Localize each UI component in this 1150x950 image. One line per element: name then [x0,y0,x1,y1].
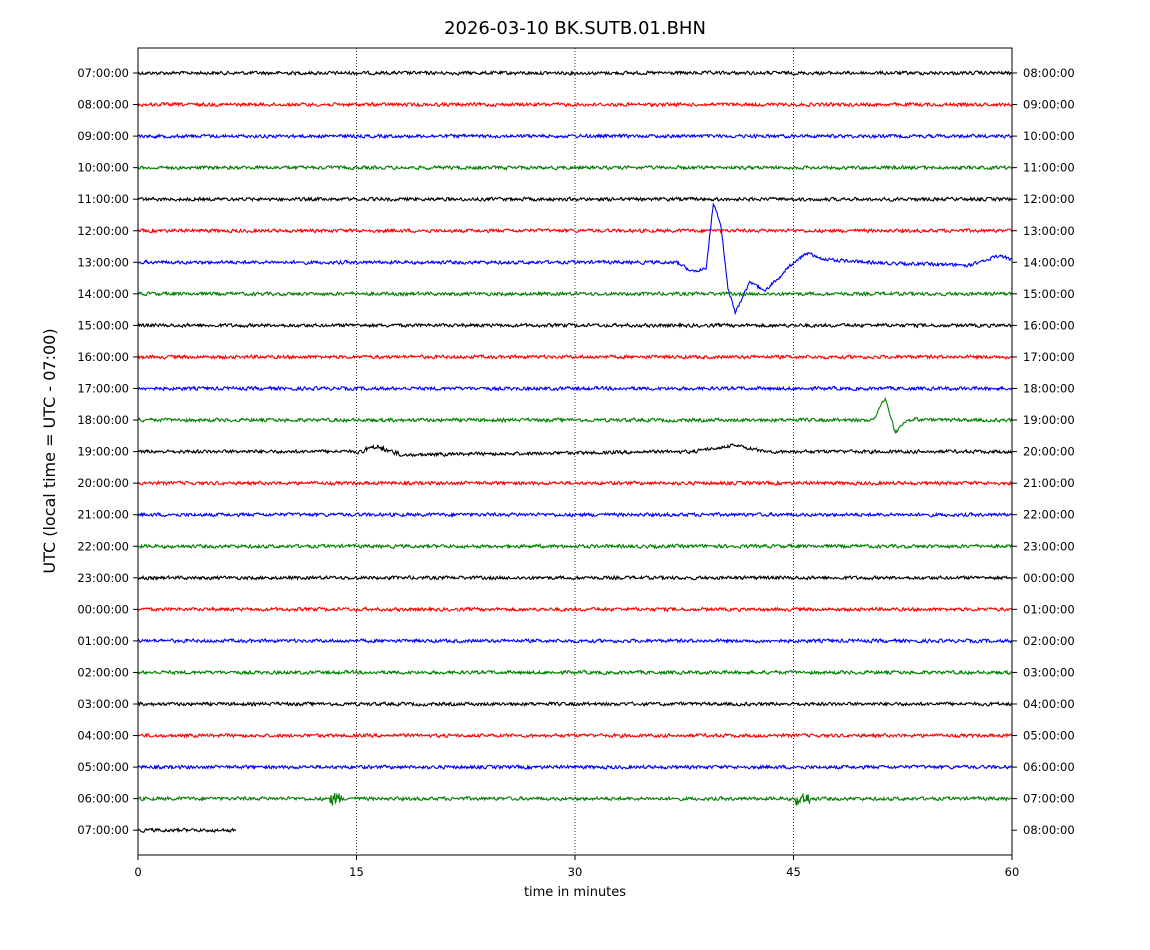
row-label-left: 21:00:00 [77,508,129,522]
row-label-right: 10:00:00 [1023,129,1075,143]
row-label-right: 01:00:00 [1023,602,1075,616]
row-label-right: 08:00:00 [1023,66,1075,80]
trace-row-4 [137,196,1013,203]
row-label-right: 06:00:00 [1023,760,1075,774]
row-label-left: 03:00:00 [77,697,129,711]
trace-row-18 [137,637,1013,644]
trace-row-20 [137,701,1013,708]
row-label-left: 19:00:00 [77,445,129,459]
row-label-right: 00:00:00 [1023,571,1075,585]
row-label-left: 14:00:00 [77,287,129,301]
row-label-left: 13:00:00 [77,255,129,269]
row-label-right: 14:00:00 [1023,255,1075,269]
row-label-right: 07:00:00 [1023,792,1075,806]
row-label-right: 17:00:00 [1023,350,1075,364]
row-label-left: 04:00:00 [77,729,129,743]
row-label-left: 16:00:00 [77,350,129,364]
row-label-left: 07:00:00 [77,66,129,80]
trace-row-12 [137,443,1013,458]
row-label-left: 10:00:00 [77,161,129,175]
row-label-left: 02:00:00 [77,665,129,679]
seismic-traces [137,69,1013,834]
row-label-right: 04:00:00 [1023,697,1075,711]
row-label-right: 23:00:00 [1023,539,1075,553]
trace-row-14 [137,511,1013,518]
row-label-right: 22:00:00 [1023,508,1075,522]
trace-row-3 [137,164,1013,171]
row-label-right: 03:00:00 [1023,665,1075,679]
trace-row-17 [137,606,1013,613]
row-label-left: 06:00:00 [77,792,129,806]
row-label-left: 12:00:00 [77,224,129,238]
x-tick-label: 60 [1005,865,1020,879]
chart-title: 2026-03-10 BK.SUTB.01.BHN [444,18,706,39]
x-axis-label: time in minutes [524,885,626,900]
trace-row-11 [137,397,1013,434]
trace-row-7 [137,290,1013,297]
row-label-left: 15:00:00 [77,318,129,332]
trace-row-9 [137,353,1013,360]
row-label-left: 11:00:00 [77,192,129,206]
row-label-left: 23:00:00 [77,571,129,585]
trace-row-21 [137,732,1013,739]
trace-row-0 [137,69,1013,76]
row-label-right: 16:00:00 [1023,318,1075,332]
trace-row-2 [137,133,1013,140]
row-label-right: 08:00:00 [1023,823,1075,837]
x-tick-label: 0 [134,865,141,879]
row-label-left: 18:00:00 [77,413,129,427]
row-label-left: 20:00:00 [77,476,129,490]
row-label-right: 09:00:00 [1023,98,1075,112]
trace-row-13 [137,480,1013,487]
trace-row-15 [137,543,1013,550]
x-tick-label: 30 [568,865,583,879]
row-label-right: 21:00:00 [1023,476,1075,490]
trace-row-1 [137,101,1013,108]
row-label-left: 17:00:00 [77,382,129,396]
x-tick-label: 45 [786,865,801,879]
trace-row-19 [137,669,1013,676]
trace-row-24 [137,827,237,834]
row-label-right: 11:00:00 [1023,161,1075,175]
row-label-right: 20:00:00 [1023,445,1075,459]
x-tick-label: 15 [349,865,364,879]
trace-row-16 [137,574,1013,581]
y-axis-label: UTC (local time = UTC - 07:00) [40,328,59,573]
row-label-left: 05:00:00 [77,760,129,774]
row-label-right: 18:00:00 [1023,382,1075,396]
row-label-left: 01:00:00 [77,634,129,648]
row-label-left: 00:00:00 [77,602,129,616]
trace-row-10 [137,385,1013,392]
x-axis-ticks: 0 15 30 45 60 [134,855,1019,879]
trace-row-23 [137,792,1013,806]
grid-lines [356,48,794,855]
row-label-left: 08:00:00 [77,98,129,112]
trace-row-8 [137,322,1013,329]
trace-row-22 [137,763,1013,771]
row-label-left: 22:00:00 [77,539,129,553]
row-label-right: 12:00:00 [1023,192,1075,206]
row-label-right: 02:00:00 [1023,634,1075,648]
row-label-left: 07:00:00 [77,823,129,837]
trace-row-5 [137,227,1013,234]
right-time-labels: 08:00:00 09:00:00 10:00:00 11:00:00 12:00:00… [1012,66,1075,837]
row-label-right: 19:00:00 [1023,413,1075,427]
row-label-right: 05:00:00 [1023,729,1075,743]
trace-row-6 [137,203,1013,316]
row-label-right: 13:00:00 [1023,224,1075,238]
row-label-left: 09:00:00 [77,129,129,143]
row-label-right: 15:00:00 [1023,287,1075,301]
left-time-labels: 07:00:00 08:00:00 09:00:00 10:00:00 11:00:00… [77,66,138,837]
